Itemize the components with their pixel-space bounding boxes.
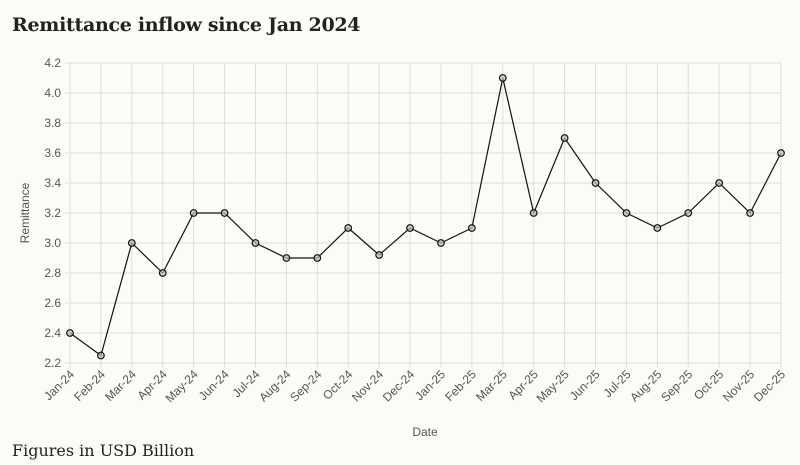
y-tick-label: 2.6: [44, 296, 61, 310]
y-tick-label: 3.0: [44, 236, 61, 250]
y-axis-title: Remittance: [18, 182, 32, 243]
x-tick-label: Feb-25: [442, 367, 479, 404]
y-tick-label: 2.4: [44, 326, 61, 340]
x-tick-label: May-25: [534, 367, 572, 405]
x-axis-title: Date: [412, 425, 438, 439]
x-tick-label: Oct-24: [320, 367, 356, 403]
x-tick-label: Nov-25: [720, 367, 757, 404]
x-tick-label: May-24: [163, 367, 201, 405]
data-point[interactable]: [437, 239, 445, 247]
data-point[interactable]: [684, 209, 693, 217]
data-point[interactable]: [282, 254, 291, 262]
data-point[interactable]: [97, 351, 105, 360]
x-tick-label: Jan-25: [412, 367, 448, 403]
x-tick-label: Mar-24: [102, 367, 139, 404]
data-point[interactable]: [406, 224, 414, 232]
x-tick-label: Dec-25: [751, 367, 788, 404]
data-point[interactable]: [715, 179, 724, 187]
data-point[interactable]: [529, 209, 538, 217]
data-point[interactable]: [591, 179, 600, 187]
x-tick-label: Oct-25: [691, 367, 727, 403]
data-point[interactable]: [189, 209, 198, 217]
footnote: Figures in USD Billion: [12, 441, 195, 460]
y-tick-label: 3.6: [44, 146, 61, 160]
y-tick-label: 2.8: [44, 266, 61, 280]
x-tick-label: Sep-24: [287, 367, 324, 404]
x-tick-label: Mar-25: [473, 367, 510, 404]
x-tick-label: Aug-24: [256, 367, 293, 404]
y-tick-label: 2.2: [44, 356, 61, 370]
data-point[interactable]: [498, 74, 507, 82]
data-point[interactable]: [158, 269, 167, 277]
x-tick-label: Jun-24: [196, 367, 232, 403]
y-tick-label: 3.2: [44, 206, 61, 220]
data-point[interactable]: [622, 209, 631, 217]
x-tick-label: Sep-25: [658, 367, 695, 404]
data-point[interactable]: [375, 251, 384, 259]
y-tick-label: 3.8: [44, 116, 61, 130]
data-point[interactable]: [344, 224, 353, 232]
data-point[interactable]: [653, 224, 662, 232]
x-tick-label: Feb-24: [71, 367, 108, 404]
y-tick-label: 4.0: [44, 86, 61, 100]
grid-lines: [65, 62, 782, 368]
data-point[interactable]: [777, 149, 785, 157]
x-tick-label: Jan-24: [41, 367, 77, 403]
data-points: [66, 74, 785, 360]
series-polyline: [69, 77, 782, 357]
x-tick-label: Jun-25: [567, 367, 603, 403]
data-point[interactable]: [127, 239, 136, 247]
y-tick-label: 3.4: [44, 176, 61, 190]
data-point[interactable]: [560, 134, 569, 142]
x-tick-label: Nov-24: [349, 367, 386, 404]
data-point[interactable]: [746, 209, 754, 217]
x-tick-label: Aug-25: [627, 367, 664, 404]
data-point[interactable]: [313, 254, 322, 262]
series-line: [69, 77, 782, 357]
y-axis-ticks: 2.2 2.4 2.6 2.8 3.0 3.2 3.4 3.6 3.8 4.0 4.2: [44, 56, 61, 370]
x-axis-ticks: Jan-24Feb-24Mar-24Apr-24May-24Jun-24Jul-…: [41, 367, 788, 405]
x-tick-label: Dec-24: [380, 367, 417, 404]
chart-title: Remittance inflow since Jan 2024: [12, 14, 361, 36]
data-point[interactable]: [66, 329, 74, 337]
data-point[interactable]: [251, 239, 260, 247]
y-tick-label: 4.2: [44, 56, 61, 70]
data-point[interactable]: [467, 224, 476, 232]
data-point[interactable]: [220, 209, 229, 217]
